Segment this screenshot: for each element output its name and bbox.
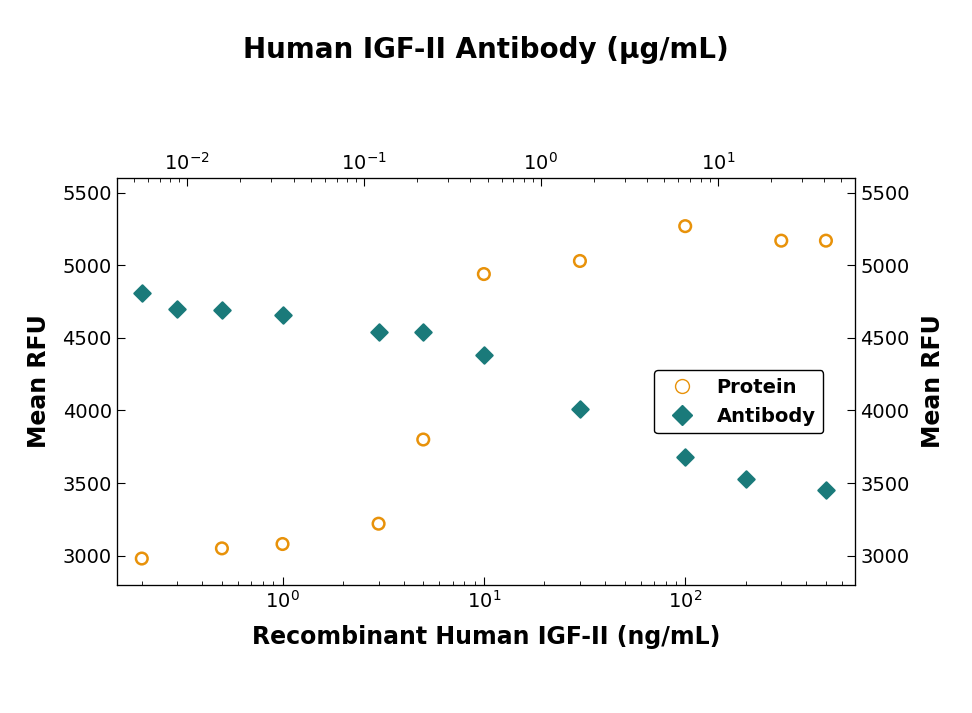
Point (818, 235, 834, 247)
Point (774, 235, 789, 247)
Point (476, 349, 492, 361)
Point (275, 538, 291, 550)
Point (573, 255, 588, 267)
Point (677, 451, 693, 463)
Point (275, 309, 291, 320)
Point (370, 518, 386, 530)
Point (818, 485, 834, 496)
Point (169, 303, 185, 314)
Point (214, 543, 229, 554)
Point (677, 220, 693, 232)
Y-axis label: Mean RFU: Mean RFU (920, 314, 945, 448)
Point (573, 404, 588, 415)
Y-axis label: Mean RFU: Mean RFU (27, 314, 52, 448)
Point (415, 434, 431, 445)
Point (415, 327, 431, 338)
Point (370, 327, 386, 338)
Point (476, 268, 492, 279)
Point (134, 287, 150, 299)
Legend: Protein, Antibody: Protein, Antibody (654, 370, 823, 434)
Point (214, 304, 229, 316)
Point (134, 553, 150, 564)
Text: Human IGF-II Antibody (μg/mL): Human IGF-II Antibody (μg/mL) (243, 36, 729, 64)
Point (738, 473, 753, 484)
X-axis label: Recombinant Human IGF-II (ng/mL): Recombinant Human IGF-II (ng/mL) (252, 625, 720, 650)
